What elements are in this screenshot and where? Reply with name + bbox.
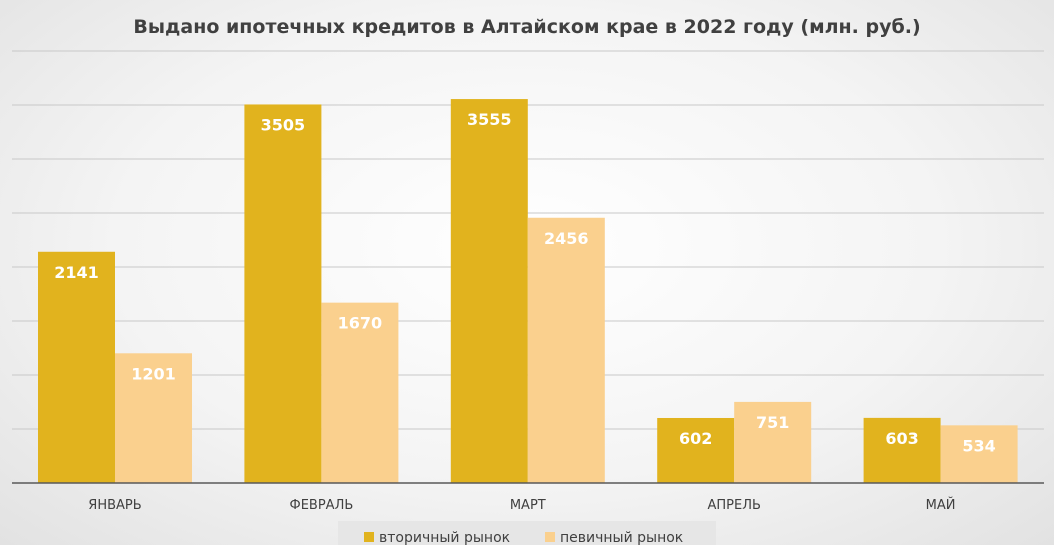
bar-secondary-2 xyxy=(450,99,528,483)
bar-primary-2 xyxy=(527,217,605,483)
category-label: МАРТ xyxy=(510,498,546,513)
data-label: 1670 xyxy=(338,314,383,333)
category-label: АПРЕЛЬ xyxy=(707,498,760,513)
chart-title: Выдано ипотечных кредитов в Алтайском кр… xyxy=(133,16,920,38)
legend-swatch xyxy=(545,532,555,542)
legend-swatch xyxy=(364,532,374,542)
x-axis: ЯНВАРЬ ФЕВРАЛЬ МАРТ АПРЕЛЬ МАЙ xyxy=(12,482,1044,513)
bar-primary-0 xyxy=(115,353,192,483)
legend: вторичный рынок певичный рынок xyxy=(338,521,716,545)
data-labels: 2141 1201 3505 1670 3555 2456 602 751 603 534 xyxy=(54,110,996,455)
data-label: 602 xyxy=(679,429,712,448)
bars xyxy=(38,99,1018,484)
bar-primary-1 xyxy=(321,302,399,483)
data-label: 2141 xyxy=(54,263,99,282)
legend-label: певичный рынок xyxy=(560,530,683,545)
bar-secondary-1 xyxy=(244,104,322,484)
data-label: 2456 xyxy=(544,229,589,248)
legend-background xyxy=(338,521,716,545)
bar-primary-4 xyxy=(940,425,1018,483)
category-label: МАЙ xyxy=(926,497,956,513)
legend-label: вторичный рынок xyxy=(379,530,510,545)
data-label: 3555 xyxy=(467,110,512,129)
data-label: 3505 xyxy=(261,115,306,134)
data-label: 534 xyxy=(962,436,995,455)
bar-secondary-0 xyxy=(38,251,115,483)
bar-secondary-3 xyxy=(657,417,735,483)
category-label: ЯНВАРЬ xyxy=(88,498,141,513)
bar-secondary-4 xyxy=(863,417,941,483)
data-label: 1201 xyxy=(131,364,176,383)
category-label: ФЕВРАЛЬ xyxy=(290,498,354,513)
bar-primary-3 xyxy=(734,401,812,483)
data-label: 603 xyxy=(885,429,918,448)
data-label: 751 xyxy=(756,413,789,432)
